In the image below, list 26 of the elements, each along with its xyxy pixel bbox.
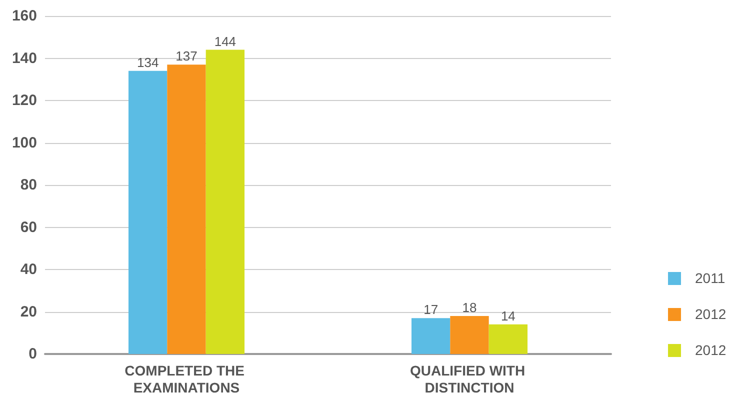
bar xyxy=(167,64,206,354)
data-label: 18 xyxy=(462,300,477,315)
legend-label: 2012 xyxy=(695,342,726,358)
y-tick-label: 80 xyxy=(20,176,37,194)
data-label: 17 xyxy=(424,302,438,318)
y-tick-label: 160 xyxy=(12,8,37,24)
y-tick-label: 20 xyxy=(20,303,37,320)
y-tick-label: 100 xyxy=(12,134,37,152)
bar xyxy=(206,50,245,354)
bar xyxy=(450,316,489,354)
y-tick-label: 120 xyxy=(12,92,37,109)
y-tick-label: 0 xyxy=(28,346,37,362)
y-tick-label: 40 xyxy=(20,261,37,278)
data-label: 134 xyxy=(136,54,159,70)
x-tick-label: COMPLETED THE EXAMINATIONS xyxy=(124,362,248,396)
bar xyxy=(411,318,450,354)
data-label: 144 xyxy=(214,34,236,49)
bar xyxy=(488,324,528,354)
y-tick-label: 140 xyxy=(12,50,37,67)
data-label: 14 xyxy=(500,308,516,324)
data-label: 137 xyxy=(176,48,198,64)
y-tick-label: 60 xyxy=(20,218,37,236)
x-tick-label: QUALIFIED WITH DISTINCTION xyxy=(410,362,529,396)
legend-label: 2011 xyxy=(695,270,726,286)
legend-label: 2012 xyxy=(695,306,726,322)
bar xyxy=(128,70,168,354)
